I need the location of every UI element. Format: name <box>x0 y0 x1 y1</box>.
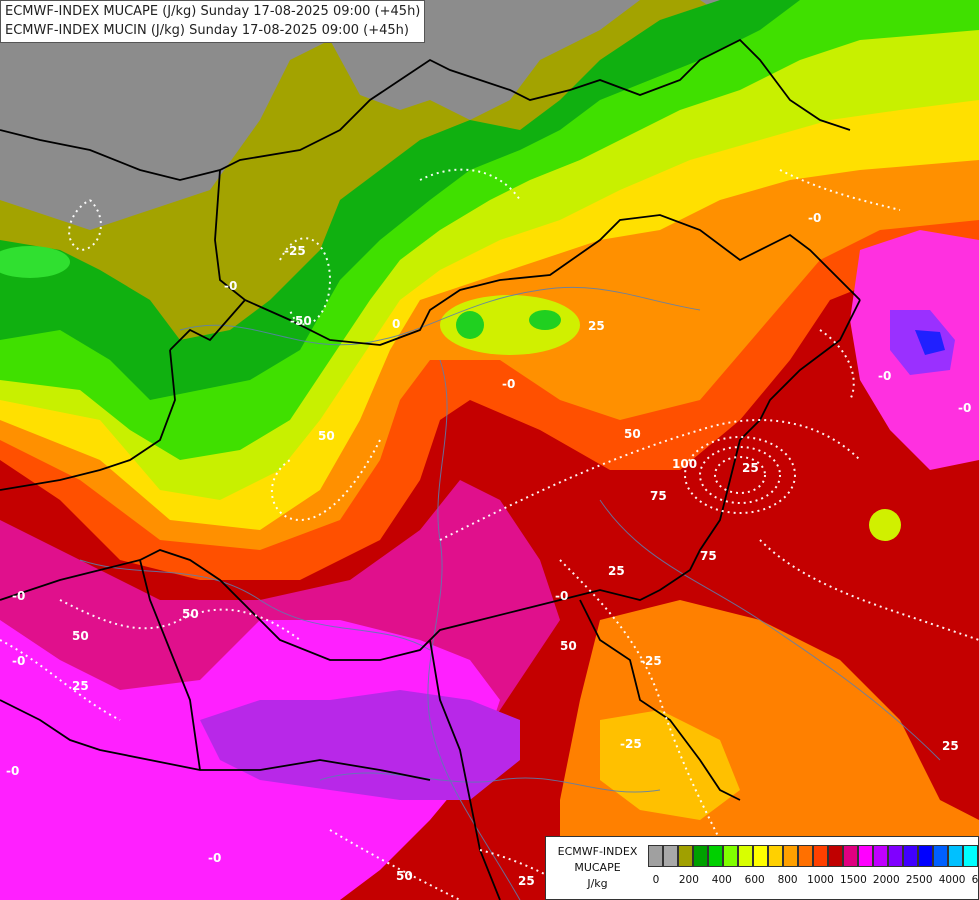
legend-tick-label: 2500 <box>905 874 933 886</box>
legend-tick-label: 0 <box>652 874 660 886</box>
legend-tick-label: 200 <box>678 874 699 886</box>
contour-label: 25 <box>588 319 605 333</box>
contour-label-group: -25 -0 0 -0 -50 50 -0 25 50 75 100 25 50… <box>6 211 971 888</box>
legend-swatch <box>858 845 873 867</box>
legend-swatch <box>753 845 768 867</box>
legend-swatch <box>768 845 783 867</box>
legend-swatch <box>648 845 663 867</box>
legend-tick-label: 800 <box>777 874 798 886</box>
legend-swatch <box>948 845 963 867</box>
legend-swatch <box>933 845 948 867</box>
legend-tick-label: 400 <box>711 874 732 886</box>
legend-swatch <box>918 845 933 867</box>
contour-label: 50 <box>72 629 89 643</box>
map-title-box: ECMWF-INDEX MUCAPE (J/kg) Sunday 17-08-2… <box>0 0 426 43</box>
contour-label: -25 <box>620 737 642 751</box>
contour-label: -0 <box>12 589 25 603</box>
contour-label: 25 <box>742 461 759 475</box>
contour-label: 50 <box>624 427 641 441</box>
contour-label: -0 <box>808 211 821 225</box>
contour-label: 25 <box>72 679 89 693</box>
legend-swatch <box>693 845 708 867</box>
contour-label: 25 <box>942 739 959 753</box>
legend-tick-label: 6000 <box>971 874 979 886</box>
legend-tick-label: 2000 <box>872 874 900 886</box>
legend-unit-label: J/kg <box>587 877 608 890</box>
cape-blob-east-green <box>869 509 901 541</box>
contour-label: 75 <box>650 489 667 503</box>
map-title-mucape: ECMWF-INDEX MUCAPE (J/kg) Sunday 17-08-2… <box>5 4 421 19</box>
legend-swatch <box>708 845 723 867</box>
legend-tick-label: 4000 <box>938 874 966 886</box>
legend-swatch <box>798 845 813 867</box>
map-title-mucin: ECMWF-INDEX MUCIN (J/kg) Sunday 17-08-20… <box>5 23 409 38</box>
legend-swatch <box>843 845 858 867</box>
color-legend: ECMWF-INDEX MUCAPE J/kg 0 200 400 600 800 100… <box>545 836 979 900</box>
legend-tick-label: 1500 <box>840 874 867 886</box>
legend-swatch <box>678 845 693 867</box>
contour-label: -0 <box>958 401 971 415</box>
legend-swatch <box>873 845 888 867</box>
contour-label: 25 <box>608 564 625 578</box>
legend-swatch <box>738 845 753 867</box>
contour-label: -0 <box>502 377 515 391</box>
legend-swatch <box>663 845 678 867</box>
cape-zone-east-blue <box>915 330 945 355</box>
legend-tick-label: 600 <box>744 874 765 886</box>
contour-label: 100 <box>672 457 697 471</box>
legend-ticks: 0 200 400 600 800 1000 1500 2000 2500 4000 6000 <box>648 874 979 888</box>
legend-swatch <box>723 845 738 867</box>
cape-zone-se-orange <box>560 600 979 900</box>
cape-blob-center-green2 <box>456 311 484 339</box>
contour-label: -0 <box>12 654 25 668</box>
contour-label: 0 <box>392 317 400 331</box>
contour-label: 50 <box>318 429 335 443</box>
contour-label: 50 <box>396 869 413 883</box>
legend-swatch <box>828 845 843 867</box>
contour-label: -0 <box>878 369 891 383</box>
contour-label: -0 <box>208 851 221 865</box>
cape-zone-violet <box>200 690 520 800</box>
rivers <box>79 286 941 900</box>
legend-swatch <box>783 845 798 867</box>
legend-variable-label: MUCAPE <box>574 861 621 874</box>
legend-source-label: ECMWF-INDEX <box>557 845 638 858</box>
contour-label: 25 <box>518 874 535 888</box>
legend-swatch <box>888 845 903 867</box>
contour-label: 75 <box>700 549 717 563</box>
contour-label: -0 <box>6 764 19 778</box>
legend-tick-label: 1000 <box>807 874 834 886</box>
contour-label: 50 <box>560 639 577 653</box>
legend-swatches <box>648 845 979 867</box>
contour-label: -25 <box>640 654 662 668</box>
legend-swatch <box>963 845 978 867</box>
cape-blob-center-green3 <box>529 310 561 330</box>
contour-label: -25 <box>284 244 306 258</box>
legend-swatch <box>903 845 918 867</box>
contour-label: -0 <box>224 279 237 293</box>
cape-blob-west-green <box>0 246 70 278</box>
contour-label: 50 <box>182 607 199 621</box>
contour-label: -50 <box>290 314 312 328</box>
legend-swatch <box>813 845 828 867</box>
contour-label: -0 <box>555 589 568 603</box>
